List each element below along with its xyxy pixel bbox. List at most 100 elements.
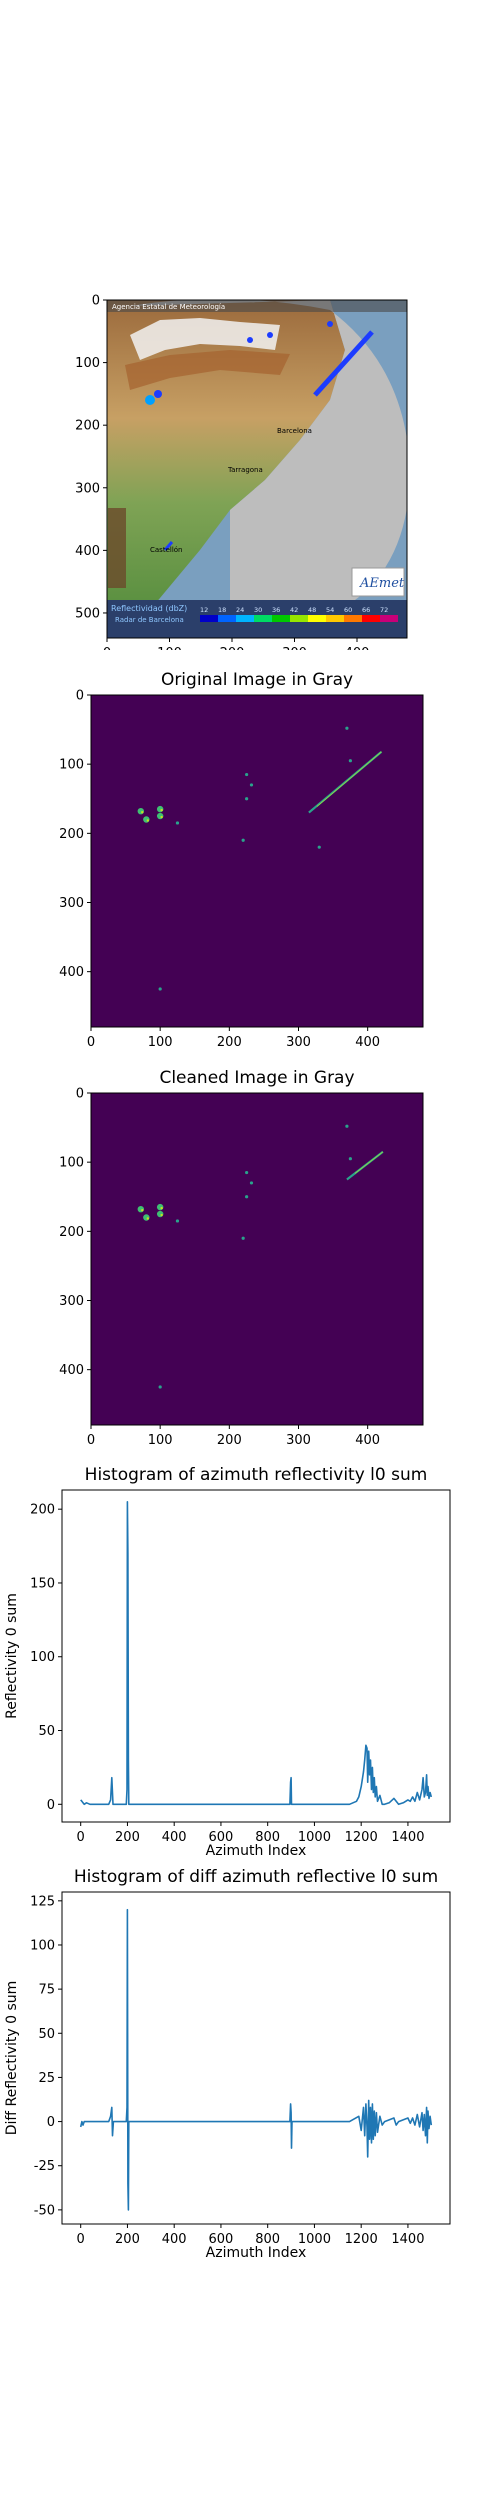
y-tick-label: 150 (30, 1576, 55, 1591)
x-tick-label: 800 (255, 2232, 280, 2247)
map-x-tick-label: 400 (345, 646, 370, 650)
echo-cluster (348, 759, 352, 763)
heatmap-background (91, 695, 423, 1027)
map-x-axis: 0 100 200 300 400 (103, 638, 370, 650)
legend-swatch (380, 615, 398, 622)
chart-title: Histogram of azimuth reflectivity l0 sum (85, 1465, 428, 1485)
echo-cluster-core (160, 1213, 163, 1217)
aemet-logo (351, 567, 405, 597)
y-tick-label: 100 (59, 758, 84, 773)
x-tick-label: 100 (148, 1433, 173, 1448)
original-image-heatmap: Original Image in Gray 0 100 200 300 400 0 100 2… (59, 670, 424, 1050)
x-tick-label: 600 (209, 1830, 234, 1845)
x-tick-label: 400 (355, 1433, 380, 1448)
y-tick-label: 0 (47, 2115, 55, 2130)
echo-cluster (245, 1195, 249, 1199)
echo-cluster (137, 1206, 144, 1213)
legend-value: 54 (326, 606, 334, 614)
x-tick-label: 200 (115, 1830, 140, 1845)
legend-swatch (362, 615, 380, 622)
y-tick-label: 400 (59, 965, 84, 980)
x-tick-label: 1000 (298, 2232, 331, 2247)
x-axis-label: Azimuth Index (206, 2245, 307, 2261)
echo-cluster (175, 821, 180, 825)
y-tick-label: 0 (76, 689, 84, 704)
legend-swatches: 12 18 24 30 36 42 48 54 60 66 72 (200, 606, 398, 622)
legend-value: 48 (308, 606, 316, 614)
plot-frame (90, 694, 424, 1028)
map-y-tick-label: 0 (92, 294, 100, 309)
map-y-tick-label: 400 (75, 544, 100, 559)
echo-cluster-core (160, 808, 163, 812)
plot-frame (61, 1891, 451, 2225)
radar-coverage-disc (130, 300, 407, 624)
radar-name: Radar de Barcelona (115, 616, 184, 624)
echo-cluster (156, 1210, 164, 1218)
x-tick-label: 300 (286, 1433, 311, 1448)
legend-title: Reflectividad (dbZ) (111, 604, 187, 613)
y-tick-label: -25 (34, 2159, 55, 2174)
legend-swatch (272, 615, 290, 622)
y-tick-label: 25 (38, 2071, 55, 2086)
aemet-logo-text: AEmet (359, 576, 405, 591)
echo-cluster (137, 808, 144, 815)
city-label-tarragona: Tarragona (227, 466, 263, 474)
x-tick-label: 200 (217, 1035, 242, 1050)
y-tick-label: 200 (30, 1503, 55, 1518)
land-mass (107, 300, 345, 638)
echo-cluster (245, 1170, 249, 1175)
y-tick-label: 50 (38, 1724, 55, 1739)
legend-value: 72 (380, 606, 388, 614)
chart-title: Cleaned Image in Gray (159, 1068, 354, 1088)
x-tick-label: 100 (148, 1035, 173, 1050)
legend-value: 66 (362, 606, 370, 614)
echo-cluster (249, 1181, 254, 1185)
echo-cluster (245, 772, 249, 777)
x-tick-label: 1400 (391, 1830, 424, 1845)
map-x-tick-label: 300 (282, 646, 307, 650)
echo-cluster-core (146, 1217, 150, 1220)
y-tick-label: 300 (59, 896, 84, 911)
echo-streak-core (354, 1151, 384, 1174)
map-x-tick-label: 0 (103, 646, 111, 650)
radar-map-figure: Agencia Estatal de Meteorología Barcelon… (75, 294, 408, 650)
map-y-axis: 0 100 200 300 400 500 (75, 294, 107, 621)
echo-cluster (175, 1219, 180, 1223)
echo-cluster (249, 783, 254, 787)
map-x-tick-label: 200 (220, 646, 245, 650)
legend-swatch (308, 615, 326, 622)
radar-echo-streak (313, 330, 374, 397)
echo-cluster-core (141, 811, 144, 814)
map-y-tick-label: 100 (75, 356, 100, 371)
y-tick-label: 100 (30, 1938, 55, 1953)
x-tick-label: 0 (77, 2232, 85, 2247)
echo-cluster (345, 1124, 349, 1128)
echo-cluster (156, 805, 164, 813)
y-tick-label: 75 (38, 1983, 55, 1998)
heatmap-background (91, 1093, 423, 1425)
y-tick-label: 125 (30, 1894, 55, 1909)
echo-cluster (158, 987, 162, 991)
echo-cluster (156, 812, 164, 820)
legend-swatch (290, 615, 308, 622)
echo-cluster (241, 1236, 245, 1240)
plot-frame (61, 1489, 451, 1823)
x-tick-label: 300 (286, 1035, 311, 1050)
x-tick-label: 400 (162, 1830, 187, 1845)
x-axis-label: Azimuth Index (206, 1843, 307, 1859)
y-tick-label: 0 (76, 1087, 84, 1102)
map-x-tick-label: 100 (157, 646, 182, 650)
x-tick-label: 1200 (345, 2232, 378, 2247)
legend-value: 60 (344, 606, 352, 614)
city-label-barcelona: Barcelona (277, 427, 312, 435)
y-tick-label: 400 (59, 1363, 84, 1378)
series-line (79, 1908, 433, 2211)
y-axis-label: Diff Reflectivity 0 sum (4, 1981, 20, 2136)
x-tick-label: 0 (87, 1035, 95, 1050)
echo-cluster (143, 1214, 150, 1221)
x-tick-label: 0 (77, 1830, 85, 1845)
chart-title: Histogram of diff azimuth reflective l0 … (74, 1867, 438, 1887)
series-line (80, 1501, 433, 1806)
city-label-castellon: Castellón (150, 546, 182, 554)
chart-title: Original Image in Gray (161, 670, 353, 690)
